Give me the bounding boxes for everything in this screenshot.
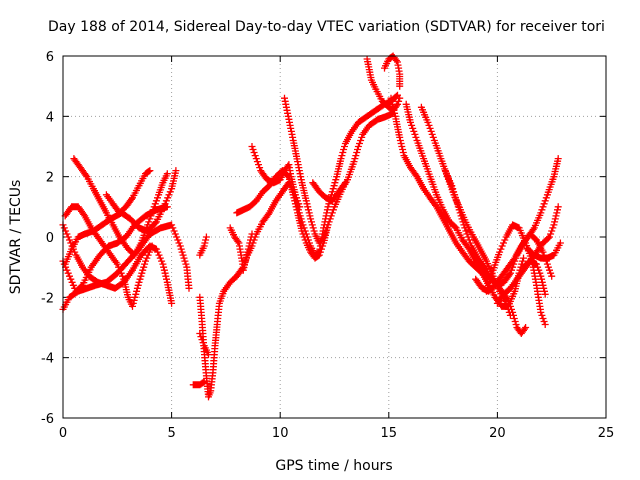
x-tick-label: 25 (598, 426, 615, 441)
x-tick-label: 5 (167, 426, 175, 441)
data-track (61, 203, 156, 310)
data-point-markers (363, 55, 404, 114)
data-point-markers (520, 257, 549, 298)
data-point-markers (61, 167, 180, 268)
data-track (102, 167, 154, 217)
data-track (248, 143, 304, 211)
y-tick-label: 6 (46, 50, 54, 65)
data-track (381, 52, 404, 90)
y-tick-label: -6 (41, 412, 54, 427)
plot-frame (62, 55, 607, 419)
data-track (70, 155, 171, 259)
data-point-markers (239, 230, 256, 274)
data-point-markers (309, 179, 349, 205)
data-track (363, 55, 404, 114)
data-track (226, 224, 247, 271)
data-track (196, 330, 212, 359)
data-track (472, 155, 562, 295)
data-point-markers (226, 224, 247, 271)
data-track (189, 378, 208, 389)
y-tick-label: 2 (46, 171, 54, 186)
data-point-markers (102, 167, 154, 217)
data-track (524, 239, 564, 262)
data-point-markers (189, 378, 208, 389)
data-point-markers (381, 52, 404, 90)
data-track (520, 257, 549, 298)
x-tick-label: 10 (272, 426, 289, 441)
x-tick-label: 0 (59, 426, 67, 441)
chart-title: Day 188 of 2014, Sidereal Day-to-day VTE… (48, 19, 605, 35)
data-track (196, 233, 210, 259)
data-point-markers (196, 233, 210, 259)
data-point-markers (281, 94, 332, 247)
x-axis-label: GPS time / hours (275, 458, 392, 474)
tick-labels: 0 5 10 15 20 25 -6 -4 -2 0 2 4 6 (41, 50, 614, 441)
y-tick-label: -4 (41, 352, 54, 367)
data-track (309, 179, 349, 205)
data-track (239, 230, 256, 274)
data-track (281, 94, 332, 247)
x-tick-label: 15 (381, 426, 398, 441)
x-tick-label: 20 (489, 426, 506, 441)
y-axis-label: SDTVAR / TECUs (8, 180, 24, 295)
y-tick-label: -2 (41, 291, 54, 306)
data-point-markers (61, 203, 156, 310)
y-tick-label: 4 (46, 110, 54, 125)
data-point-markers (70, 155, 171, 259)
y-tick-label: 0 (46, 231, 54, 246)
data-point-markers (524, 239, 564, 262)
data-points (59, 52, 564, 401)
data-point-markers (248, 143, 304, 211)
data-track (61, 167, 180, 268)
data-point-markers (196, 330, 212, 359)
data-point-markers (472, 155, 562, 295)
